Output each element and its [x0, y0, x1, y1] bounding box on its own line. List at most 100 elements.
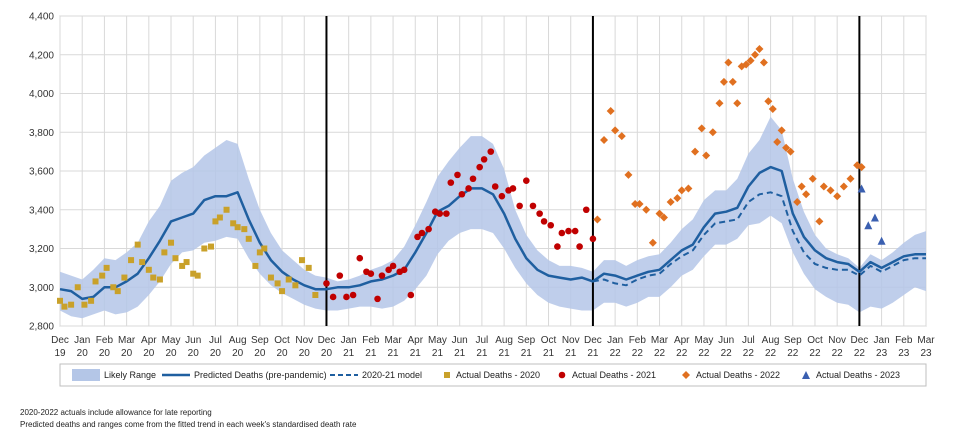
- point-2022: [746, 56, 755, 65]
- point-2022: [839, 182, 848, 191]
- x-tick-month: Oct: [807, 335, 823, 346]
- x-tick-month: Jan: [74, 335, 90, 346]
- point-2020: [201, 245, 208, 252]
- x-tick-month: May: [694, 335, 713, 346]
- point-2022: [715, 99, 724, 108]
- point-2020: [212, 218, 219, 225]
- point-2020: [312, 292, 319, 298]
- x-tick-year: 22: [654, 348, 666, 359]
- point-2022: [691, 147, 700, 156]
- legend: Likely Range Predicted Deaths (pre-pande…: [59, 363, 927, 387]
- legend-2021-marker: [558, 371, 566, 379]
- x-tick-year: 20: [232, 348, 244, 359]
- point-2021: [367, 270, 375, 277]
- y-tick-label: 3,600: [29, 167, 54, 178]
- point-2020: [74, 284, 81, 291]
- x-tick-month: Oct: [541, 335, 557, 346]
- x-tick-month: Jun: [452, 335, 468, 346]
- x-tick-year: 20: [165, 348, 177, 359]
- likely-range-area: [60, 116, 926, 319]
- point-2020: [121, 274, 128, 281]
- point-2020: [145, 266, 152, 273]
- point-2020: [81, 301, 88, 308]
- point-2021: [407, 291, 415, 299]
- point-2022: [777, 126, 786, 135]
- point-2021: [418, 229, 426, 237]
- point-2020: [168, 239, 175, 246]
- likely-range-band: [60, 116, 926, 319]
- point-2022: [724, 58, 733, 67]
- legend-2023-label: Actual Deaths - 2023: [816, 370, 900, 380]
- y-tick-label: 3,200: [29, 244, 54, 255]
- point-2022: [782, 143, 791, 152]
- x-tick-year: 21: [365, 348, 377, 359]
- x-tick-year: 20: [321, 348, 333, 359]
- x-tick-year: 21: [499, 348, 511, 359]
- point-2021: [554, 243, 561, 250]
- point-2021: [487, 148, 495, 155]
- point-2021: [558, 229, 566, 237]
- x-tick-year: 23: [876, 348, 888, 359]
- point-2022: [733, 99, 742, 108]
- x-tick-month: Apr: [141, 335, 157, 346]
- point-2020: [92, 278, 99, 285]
- x-tick-month: Apr: [674, 335, 690, 346]
- point-2021: [425, 225, 432, 233]
- x-tick-year: 22: [632, 348, 644, 359]
- x-tick-year: 21: [454, 348, 466, 359]
- x-tick-year: 21: [432, 348, 444, 359]
- point-2022: [600, 136, 609, 144]
- point-2021: [414, 233, 421, 241]
- point-2021: [547, 221, 555, 229]
- point-2021: [454, 171, 461, 179]
- x-tick-month: Aug: [495, 335, 513, 346]
- point-2020: [139, 259, 146, 266]
- point-2020: [194, 272, 201, 279]
- year-dividers: [325, 16, 861, 326]
- x-tick-month: Mar: [917, 335, 935, 346]
- point-2021: [509, 185, 517, 192]
- x-tick-month: Jul: [742, 335, 755, 346]
- point-2022: [659, 213, 668, 222]
- point-2021: [476, 163, 483, 171]
- point-2022: [666, 198, 675, 206]
- point-2020: [183, 259, 190, 266]
- point-2022: [826, 186, 835, 195]
- x-tick-year: 22: [809, 348, 821, 359]
- x-tick-month: Dec: [850, 335, 868, 346]
- point-2022: [635, 199, 644, 208]
- point-2022: [773, 137, 782, 146]
- point-2021: [498, 192, 506, 200]
- x-tick-year: 22: [854, 348, 866, 359]
- x-tick-month: Jul: [209, 335, 222, 346]
- point-2022: [819, 182, 828, 191]
- point-2021: [378, 272, 386, 279]
- point-2020: [128, 257, 135, 264]
- point-2021: [565, 227, 572, 235]
- x-tick-month: May: [428, 335, 447, 346]
- point-2020: [103, 264, 110, 271]
- point-2022: [728, 77, 737, 86]
- x-tick-year: 20: [143, 348, 155, 359]
- point-2020: [57, 297, 63, 304]
- legend-model-label: 2020-21 model: [362, 370, 422, 380]
- x-tick-month: Dec: [51, 335, 69, 346]
- x-tick-year: 21: [343, 348, 355, 359]
- point-2020: [61, 303, 68, 310]
- point-2022: [846, 174, 855, 183]
- legend-band-label: Likely Range: [104, 370, 156, 380]
- x-tick-year: 23: [920, 348, 932, 359]
- point-2020: [245, 235, 252, 242]
- x-tick-year: 22: [743, 348, 755, 359]
- legend-2022-label: Actual Deaths - 2022: [696, 370, 780, 380]
- x-tick-year: 20: [121, 348, 133, 359]
- point-2020: [150, 274, 157, 281]
- x-tick-month: Mar: [384, 335, 402, 346]
- point-2021: [336, 272, 344, 279]
- point-2021: [516, 202, 523, 210]
- point-2020: [114, 288, 121, 295]
- point-2022: [684, 184, 693, 193]
- legend-frame: [59, 363, 927, 387]
- x-tick-month: Dec: [584, 335, 602, 346]
